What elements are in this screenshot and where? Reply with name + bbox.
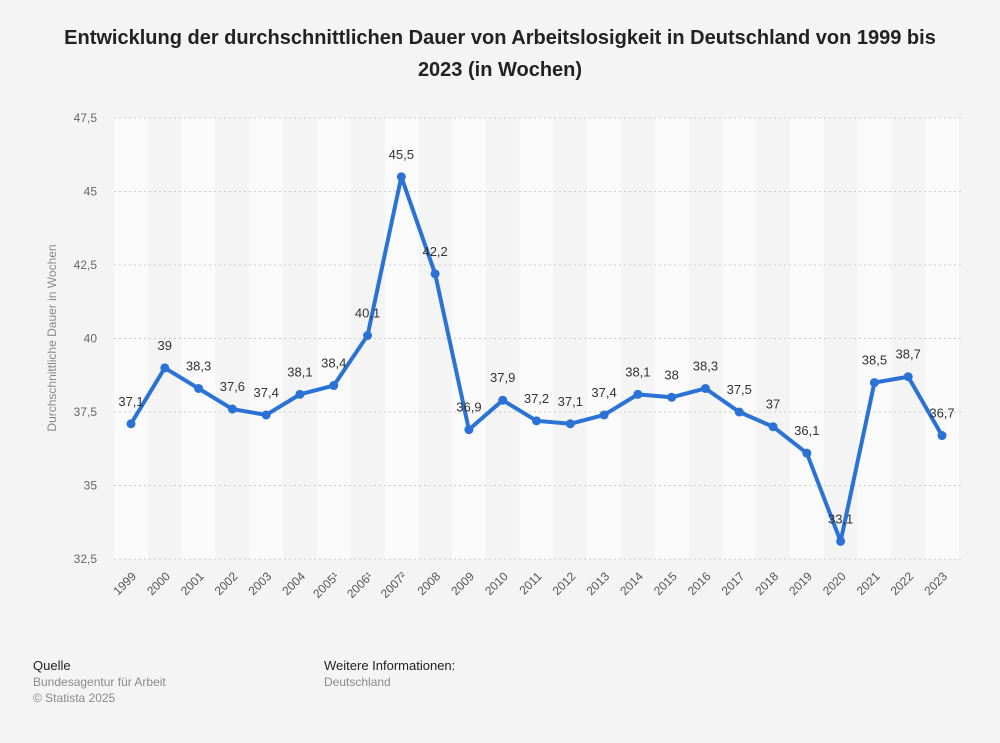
data-label: 37,1 — [558, 394, 583, 409]
x-tick-label: 2020 — [820, 569, 849, 598]
data-point — [261, 410, 271, 420]
x-tick-label: 2021 — [854, 569, 883, 598]
x-tick-label: 2009 — [448, 569, 477, 598]
x-tick-label: 2005¹ — [310, 569, 342, 601]
data-label: 42,2 — [422, 244, 447, 259]
info-heading: Weitere Informationen: — [324, 658, 456, 673]
data-label: 38,3 — [693, 358, 718, 373]
data-point — [937, 431, 947, 441]
data-point — [160, 363, 170, 373]
data-point — [565, 419, 575, 429]
data-label: 39 — [158, 338, 172, 353]
data-point — [295, 389, 305, 399]
y-tick-label: 32,5 — [74, 552, 98, 566]
data-label: 37,1 — [118, 394, 143, 409]
source-block: Quelle Bundesagentur für Arbeit © Statis… — [33, 658, 166, 706]
data-label: 37,2 — [524, 391, 549, 406]
data-point — [498, 395, 508, 405]
source-name[interactable]: Bundesagentur für Arbeit — [33, 675, 166, 689]
data-point — [430, 269, 440, 279]
data-point — [363, 331, 373, 341]
info-block: Weitere Informationen: Deutschland — [324, 658, 455, 690]
data-point — [802, 448, 812, 458]
x-tick-label: 2015 — [651, 569, 680, 598]
data-label: 38,5 — [862, 353, 887, 368]
data-label: 37,4 — [591, 385, 616, 400]
y-tick-label: 45 — [84, 185, 98, 199]
data-point — [768, 422, 778, 432]
x-tick-label: 2001 — [178, 569, 207, 598]
y-axis-label: Durchschnittliche Dauer in Wochen — [45, 244, 59, 431]
x-tick-label: 2003 — [246, 569, 275, 598]
y-tick-label: 40 — [84, 332, 98, 346]
x-tick-label: 2007² — [378, 569, 410, 601]
data-label: 38,3 — [186, 358, 211, 373]
data-point — [126, 419, 136, 429]
data-label: 40,1 — [355, 306, 380, 321]
x-tick-label: 2010 — [482, 569, 511, 598]
data-label: 37,9 — [490, 370, 515, 385]
y-tick-label: 42,5 — [74, 258, 98, 272]
x-tick-label: 2019 — [786, 569, 815, 598]
data-label: 37 — [766, 397, 780, 412]
data-point — [194, 383, 204, 393]
copyright-text: © Statista 2025 — [33, 691, 116, 705]
y-tick-label: 47,5 — [74, 111, 98, 125]
data-point — [836, 536, 846, 546]
info-region: Deutschland — [324, 675, 391, 689]
data-label: 45,5 — [389, 147, 414, 162]
data-point — [464, 425, 474, 435]
x-tick-label: 2011 — [516, 569, 544, 597]
data-point — [734, 407, 744, 417]
data-point — [227, 404, 237, 414]
x-tick-label: 2012 — [550, 569, 579, 598]
source-heading: Quelle — [33, 658, 71, 673]
x-tick-label: 2016 — [685, 569, 714, 598]
x-tick-label: 2008 — [414, 569, 443, 598]
data-point — [700, 383, 710, 393]
data-point — [903, 372, 913, 382]
data-point — [599, 410, 609, 420]
x-tick-label: 2023 — [921, 569, 950, 598]
y-tick-label: 35 — [84, 479, 98, 493]
data-label: 38,1 — [287, 364, 312, 379]
data-label: 38 — [664, 367, 678, 382]
data-label: 38,7 — [896, 347, 921, 362]
data-point — [329, 381, 339, 391]
y-tick-label: 37,5 — [74, 405, 98, 419]
x-tick-label: 2014 — [617, 569, 646, 598]
data-point — [667, 392, 677, 402]
x-tick-label: 2017 — [719, 569, 748, 598]
x-tick-label: 2006¹ — [344, 569, 376, 601]
data-label: 37,4 — [254, 385, 279, 400]
data-label: 38,1 — [625, 364, 650, 379]
chart-title: Entwicklung der durchschnittlichen Dauer… — [64, 27, 936, 81]
data-point — [869, 378, 879, 388]
data-label: 37,5 — [727, 382, 752, 397]
x-tick-label: 2018 — [752, 569, 781, 598]
x-tick-label: 2000 — [144, 569, 173, 598]
data-label: 38,4 — [321, 356, 346, 371]
data-label: 36,1 — [794, 423, 819, 438]
x-tick-label: 2022 — [888, 569, 917, 598]
x-tick-label: 1999 — [110, 569, 139, 598]
data-point — [532, 416, 541, 426]
x-tick-label: 2004 — [279, 569, 308, 598]
x-tick-label: 2013 — [583, 569, 612, 598]
data-point — [633, 389, 643, 399]
data-label: 36,7 — [929, 406, 954, 421]
data-label: 33,1 — [828, 511, 853, 526]
data-label: 36,9 — [456, 400, 481, 415]
data-point — [396, 172, 406, 182]
x-tick-label: 2002 — [212, 569, 241, 598]
data-label: 37,6 — [220, 379, 245, 394]
